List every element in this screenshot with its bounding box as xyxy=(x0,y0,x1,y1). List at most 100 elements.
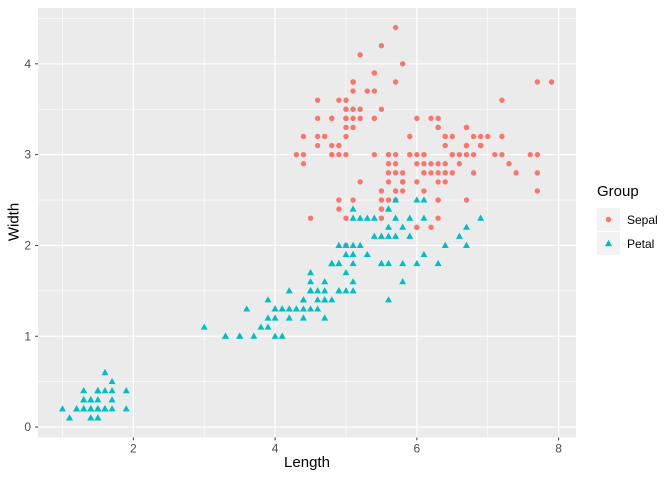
data-point xyxy=(406,232,414,239)
data-point xyxy=(314,296,322,303)
data-point xyxy=(300,151,307,158)
y-tick-label: 3 xyxy=(24,148,31,162)
data-point xyxy=(307,287,315,294)
data-point xyxy=(349,250,357,258)
data-point xyxy=(300,161,307,167)
data-point xyxy=(66,414,74,421)
data-point xyxy=(357,179,363,185)
data-point xyxy=(378,106,385,112)
legend-key-sepal xyxy=(597,208,620,231)
data-point xyxy=(392,24,399,31)
data-point xyxy=(413,259,421,267)
data-point xyxy=(470,151,477,158)
data-point xyxy=(329,115,335,122)
data-point xyxy=(456,161,463,167)
data-point xyxy=(349,214,357,221)
legend: Group Sepal Petal xyxy=(597,183,658,256)
data-point xyxy=(527,151,533,158)
data-point xyxy=(343,151,349,158)
data-point xyxy=(336,151,342,158)
data-point xyxy=(356,241,364,248)
data-point xyxy=(385,223,393,230)
data-point xyxy=(335,287,343,294)
data-point xyxy=(385,161,392,167)
y-axis-title: Width xyxy=(5,202,23,242)
data-point xyxy=(292,305,300,312)
x-tick-label: 8 xyxy=(555,442,562,456)
data-point xyxy=(87,405,95,412)
data-point xyxy=(321,314,329,321)
data-point xyxy=(420,214,428,221)
data-point xyxy=(349,205,357,212)
data-point xyxy=(314,305,322,312)
data-point xyxy=(314,115,321,122)
data-point xyxy=(442,170,448,176)
data-point xyxy=(534,188,541,194)
data-point xyxy=(363,214,371,221)
data-point xyxy=(534,151,541,158)
data-point xyxy=(314,287,322,294)
data-point xyxy=(392,151,399,158)
data-point xyxy=(322,133,328,140)
data-point xyxy=(385,296,393,303)
data-point xyxy=(122,405,130,412)
data-point xyxy=(499,97,505,103)
x-tick-label: 2 xyxy=(130,442,137,456)
data-point xyxy=(377,232,385,239)
data-point xyxy=(492,151,498,158)
data-point xyxy=(357,52,363,58)
data-point xyxy=(399,179,406,185)
data-point xyxy=(343,124,349,131)
data-point xyxy=(350,106,356,112)
data-point xyxy=(349,259,357,267)
data-point xyxy=(378,197,385,203)
data-point xyxy=(293,151,300,158)
data-point xyxy=(271,332,279,339)
data-point xyxy=(271,314,279,321)
data-point xyxy=(414,224,420,230)
data-point xyxy=(285,305,293,312)
data-point xyxy=(477,142,484,149)
data-point xyxy=(462,241,470,248)
data-point xyxy=(421,170,427,176)
data-point xyxy=(264,314,272,321)
data-point xyxy=(506,161,512,167)
data-point xyxy=(328,296,336,303)
data-point xyxy=(243,305,251,312)
data-point xyxy=(407,133,413,140)
data-point xyxy=(470,170,477,176)
data-point xyxy=(499,133,505,140)
y-tick-label: 1 xyxy=(24,329,31,343)
data-point xyxy=(87,396,95,403)
data-point xyxy=(336,206,342,212)
data-point xyxy=(314,142,321,149)
data-point xyxy=(392,79,399,85)
data-point xyxy=(307,278,315,285)
data-point xyxy=(336,197,342,203)
data-point xyxy=(428,224,434,230)
data-point xyxy=(307,305,315,312)
data-point xyxy=(456,151,463,158)
data-point xyxy=(307,215,314,221)
data-point xyxy=(342,268,350,276)
data-point xyxy=(435,215,441,221)
data-point xyxy=(58,405,66,412)
data-point xyxy=(399,223,407,230)
data-point xyxy=(307,268,315,276)
x-tick-label: 6 xyxy=(414,442,421,456)
data-point xyxy=(385,232,393,239)
data-point xyxy=(378,42,385,49)
data-point xyxy=(314,97,321,103)
data-point xyxy=(462,223,470,230)
data-point xyxy=(350,197,356,203)
legend-item-petal: Petal xyxy=(597,232,658,255)
data-point xyxy=(200,323,208,330)
data-point xyxy=(94,396,102,403)
data-point xyxy=(370,214,378,221)
series-sepal xyxy=(293,24,555,249)
data-point xyxy=(371,70,378,76)
data-point xyxy=(108,405,116,412)
data-point xyxy=(470,133,477,140)
legend-title: Group xyxy=(597,183,639,200)
data-point xyxy=(385,170,392,176)
